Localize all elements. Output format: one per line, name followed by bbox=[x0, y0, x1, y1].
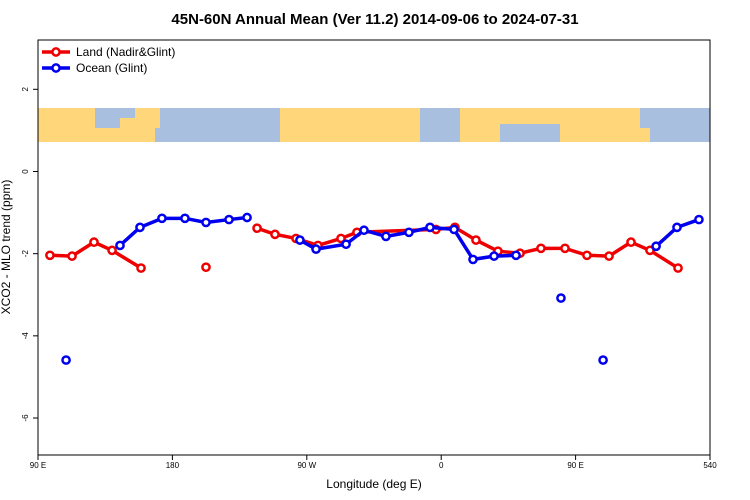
series-marker bbox=[67, 251, 77, 261]
legend-label: Ocean (Glint) bbox=[76, 61, 147, 75]
series-marker bbox=[252, 223, 262, 234]
series-marker bbox=[449, 224, 459, 235]
legend-label: Land (Nadir&Glint) bbox=[76, 45, 175, 59]
y-tick-label: -2 bbox=[21, 250, 30, 258]
series-marker bbox=[201, 262, 211, 273]
map-ocean bbox=[95, 108, 710, 142]
series-marker bbox=[381, 231, 391, 242]
series-marker bbox=[45, 250, 55, 261]
series-marker bbox=[425, 222, 435, 233]
chart-title: 45N-60N Annual Mean (Ver 11.2) 2014-09-0… bbox=[171, 11, 578, 28]
legend-marker bbox=[51, 47, 61, 57]
y-tick-label: -6 bbox=[21, 414, 30, 422]
series-marker bbox=[89, 237, 99, 248]
series-marker bbox=[201, 217, 211, 228]
series-marker bbox=[311, 244, 321, 254]
series-marker bbox=[560, 243, 570, 254]
y-axis-label: XCO2 - MLO trend (ppm) bbox=[0, 180, 13, 315]
series-marker bbox=[582, 250, 592, 261]
series-marker bbox=[270, 229, 280, 240]
y-tick-label: 2 bbox=[21, 87, 30, 92]
series-marker bbox=[536, 243, 546, 254]
series-marker bbox=[511, 250, 521, 261]
series-marker bbox=[224, 214, 234, 225]
x-tick-label: 90 E bbox=[567, 461, 583, 470]
series-marker bbox=[107, 245, 117, 256]
series-marker bbox=[341, 239, 351, 250]
series-marker bbox=[468, 254, 478, 265]
series-marker bbox=[157, 213, 167, 224]
x-axis-label: Longitude (deg E) bbox=[326, 477, 421, 491]
series-marker bbox=[295, 235, 305, 245]
series-marker bbox=[135, 222, 145, 233]
x-tick-label: 90 E bbox=[30, 461, 46, 470]
series-marker bbox=[359, 225, 369, 236]
series-marker bbox=[556, 293, 566, 303]
series-marker bbox=[598, 355, 608, 365]
series-marker bbox=[626, 237, 636, 248]
y-tick-label: 0 bbox=[21, 169, 30, 174]
series-marker bbox=[673, 263, 683, 273]
series-marker bbox=[651, 241, 661, 252]
series-marker bbox=[471, 235, 481, 245]
series-marker bbox=[694, 214, 704, 225]
x-tick-label: 180 bbox=[166, 461, 180, 470]
series-marker bbox=[336, 233, 346, 244]
map-land bbox=[38, 108, 710, 142]
series-marker bbox=[61, 355, 71, 365]
series-marker bbox=[489, 251, 499, 261]
x-tick-label: 540 bbox=[703, 461, 717, 470]
series-marker bbox=[136, 263, 146, 273]
map-band bbox=[38, 108, 710, 142]
x-tick-label: 0 bbox=[439, 461, 444, 470]
series-marker bbox=[242, 212, 252, 223]
plot-frame bbox=[37, 39, 711, 456]
x-tick-label: 90 W bbox=[297, 461, 316, 470]
series-marker bbox=[180, 213, 190, 224]
series-marker bbox=[672, 222, 682, 233]
series-marker bbox=[604, 251, 614, 261]
series-marker bbox=[404, 227, 414, 238]
legend-marker bbox=[51, 63, 61, 73]
y-tick-label: -4 bbox=[21, 332, 30, 340]
series-marker bbox=[115, 240, 125, 251]
